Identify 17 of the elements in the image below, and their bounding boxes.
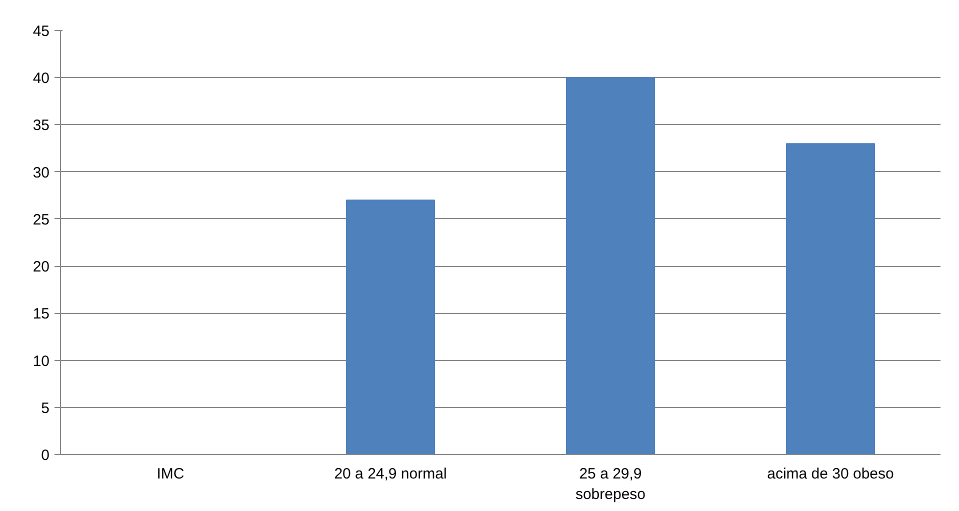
y-tick-label: 45 <box>32 23 50 40</box>
y-tick-label: 35 <box>32 117 50 134</box>
y-tick-label: 40 <box>32 70 50 88</box>
y-tick-label: 0 <box>41 447 50 464</box>
x-tick-label: 20 a 24,9 normal <box>334 466 447 482</box>
bar <box>786 143 875 454</box>
y-tick-label: 25 <box>32 211 50 228</box>
y-tick-label: 5 <box>41 400 50 417</box>
y-tick-label: 30 <box>32 164 50 182</box>
y-tick-label: 15 <box>32 306 50 323</box>
bar <box>346 200 435 454</box>
bar <box>566 77 655 454</box>
x-tick-label: 25 a 29,9 sobrepeso <box>575 466 646 503</box>
x-tick-label: acima de 30 obeso <box>767 466 894 482</box>
y-tick-label: 20 <box>32 258 50 276</box>
y-tick-label: 10 <box>32 352 50 370</box>
x-tick-label: IMC <box>156 466 184 482</box>
